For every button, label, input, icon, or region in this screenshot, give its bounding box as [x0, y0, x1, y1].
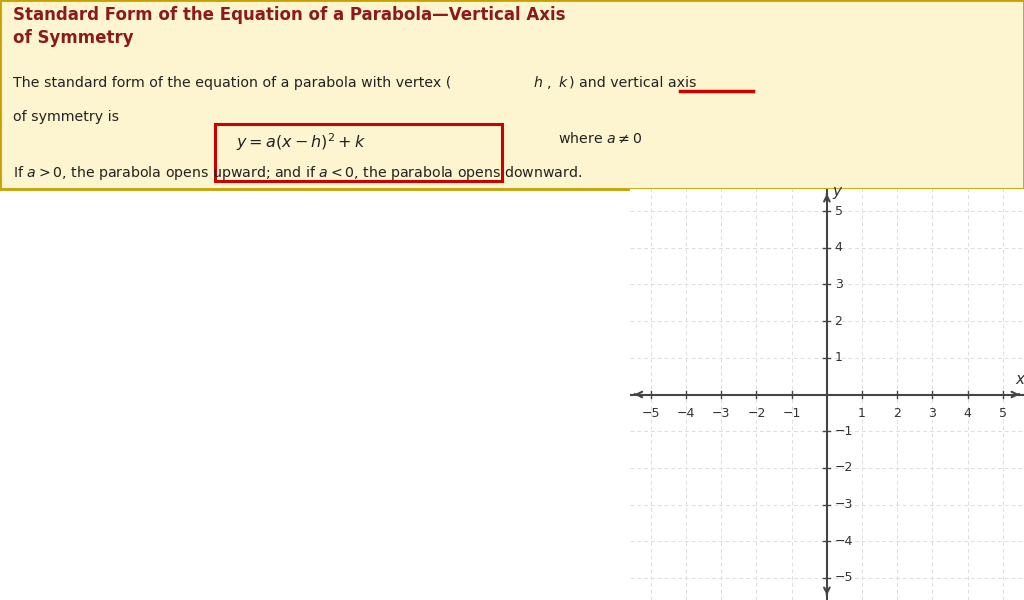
Text: 5: 5	[998, 407, 1007, 421]
Text: 3: 3	[835, 278, 843, 291]
Text: $\mathit{y}$: $\mathit{y}$	[800, 374, 824, 408]
Text: ) and vertical axis: ) and vertical axis	[569, 76, 697, 89]
Text: ,: ,	[547, 76, 554, 89]
Text: The standard form of the equation of a parabola with vertex (: The standard form of the equation of a p…	[13, 76, 452, 89]
Text: 2: 2	[835, 314, 843, 328]
Text: Standard Form of the Equation of a Parabola—Vertical Axis
of Symmetry: Standard Form of the Equation of a Parab…	[13, 5, 566, 47]
Text: k: k	[558, 76, 566, 89]
Text: 4: 4	[835, 241, 843, 254]
Text: $\mathit{y}=\mathit{x}^2-4\mathit{x}+3$: $\mathit{y}=\mathit{x}^2-4\mathit{x}+3$	[800, 227, 1024, 270]
Text: −2: −2	[835, 461, 853, 475]
Text: −5: −5	[642, 407, 660, 421]
Text: −1: −1	[835, 425, 853, 437]
Text: If $a > 0$, the parabola opens upward; and if $a < 0$, the parabola opens downwa: If $a > 0$, the parabola opens upward; a…	[13, 164, 583, 182]
Text: 2: 2	[893, 407, 901, 421]
Text: −3: −3	[835, 498, 853, 511]
Text: 5: 5	[835, 205, 843, 218]
Text: where $a \neq 0$: where $a \neq 0$	[558, 131, 642, 146]
Text: 1: 1	[858, 407, 866, 421]
Text: −2: −2	[748, 407, 766, 421]
Text: −3: −3	[712, 407, 730, 421]
Text: $x$: $x$	[1015, 373, 1024, 388]
Text: $y = a(x - h)^{2} + k$: $y = a(x - h)^{2} + k$	[236, 131, 366, 153]
Text: −4: −4	[677, 407, 695, 421]
Text: −5: −5	[835, 571, 853, 584]
Text: of symmetry is: of symmetry is	[13, 110, 120, 124]
Text: h: h	[534, 76, 543, 89]
Text: 1: 1	[835, 352, 843, 364]
Text: 4: 4	[964, 407, 972, 421]
Text: −1: −1	[782, 407, 801, 421]
FancyBboxPatch shape	[0, 0, 1024, 189]
Text: −4: −4	[835, 535, 853, 548]
Text: $y$: $y$	[831, 185, 843, 200]
Text: $\mathit{y}=\ \mathit{x}^2-4\mathit{x}+4-4+3$: $\mathit{y}=\ \mathit{x}^2-4\mathit{x}+4…	[800, 297, 1024, 340]
Text: 3: 3	[929, 407, 936, 421]
